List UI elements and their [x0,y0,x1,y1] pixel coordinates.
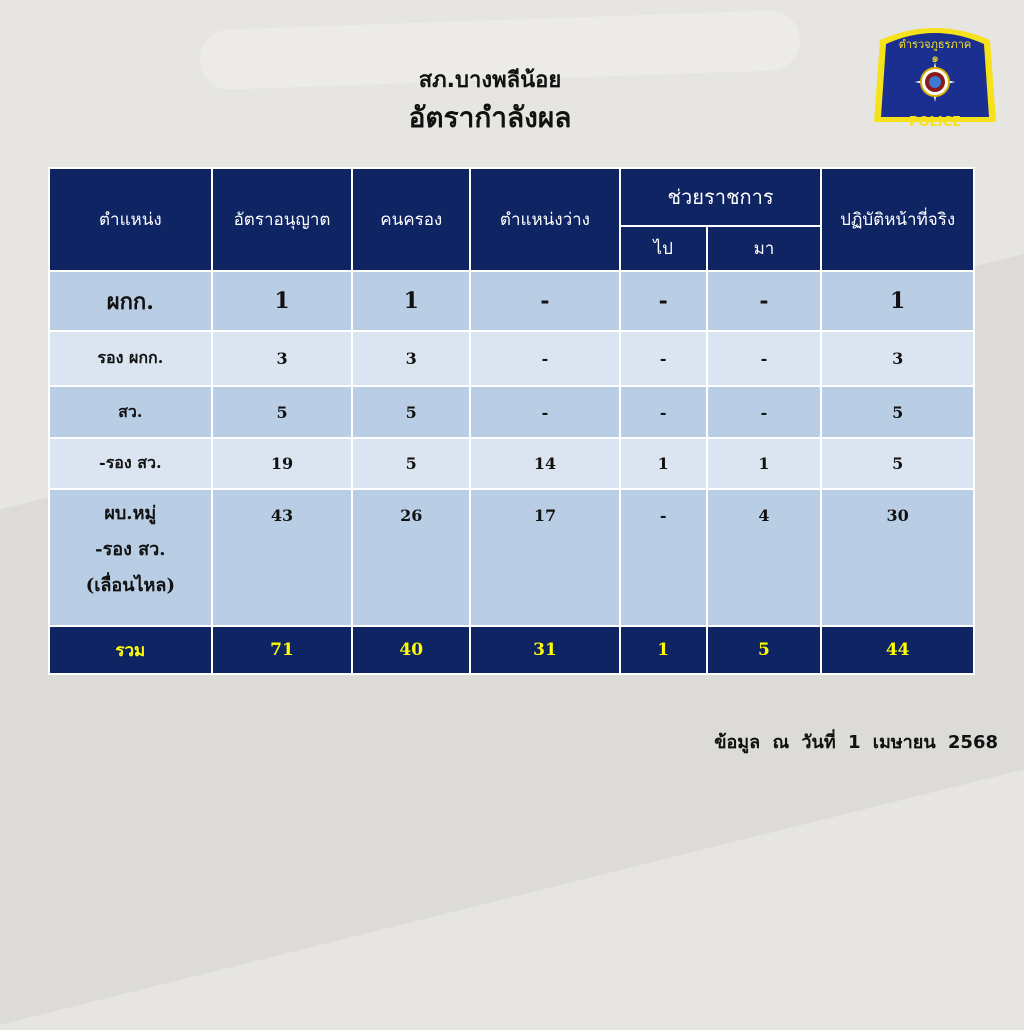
col-header-position: ตำแหน่ง [48,167,213,272]
cell: 1 [618,437,708,490]
cell: - [618,385,708,439]
cell: 40 [351,625,472,675]
total-row: รวม 71 40 31 1 5 44 [48,625,975,675]
cell: 1 [618,625,708,675]
cell: - [618,330,708,387]
cell: 3 [351,330,472,387]
col-header-assignment: ช่วยราชการ [618,167,823,227]
page-title: อัตรากำลังผล [408,101,572,134]
cell: 5 [705,625,823,675]
cell: - [469,385,621,439]
svg-text:๑: ๑ [931,51,939,65]
cell: 1 [351,270,472,332]
cell: 3 [210,330,354,387]
cell: 43 [210,488,354,627]
cell: - [469,270,621,332]
data-date-value: 1 เมษายน 2568 [848,732,998,753]
col-header-actual-duty: ปฏิบัติหน้าที่จริง [820,167,975,272]
cell: 1 [210,270,354,332]
cell: 1 [705,437,823,490]
cell: 19 [210,437,354,490]
data-date: ข้อมูล ณ วันที่ 1 เมษายน 2568 [714,727,998,756]
cell: ผบ.หมู่ -รอง สว. (เลื่อนไหล) [48,488,213,627]
col-header-in: มา [705,225,823,272]
cell: 5 [210,385,354,439]
svg-text:POLICE: POLICE [909,115,961,130]
col-header-out: ไป [618,225,708,272]
cell: 5 [351,385,472,439]
cell: 31 [469,625,621,675]
cell: สว. [48,385,213,439]
cell: 1 [820,270,975,332]
cell: 14 [469,437,621,490]
station-name: สภ.บางพลีน้อย [418,68,562,93]
cell: 5 [820,385,975,439]
col-header-vacant: ตำแหน่งว่าง [469,167,621,272]
police-badge-logo: ตำรวจภูธรภาค ๑ POLICE [874,28,996,130]
cell: - [705,385,823,439]
cell: รวม [48,625,213,675]
cell: 17 [469,488,621,627]
cell: ผกก. [48,270,213,332]
cell: 3 [820,330,975,387]
svg-text:ตำรวจภูธรภาค: ตำรวจภูธรภาค [899,38,972,51]
cell: รอง ผกก. [48,330,213,387]
col-header-occupied: คนครอง [351,167,472,272]
table-row: -รอง สว. 19 5 14 1 1 5 [48,437,975,490]
cell: 4 [705,488,823,627]
cell: 5 [820,437,975,490]
data-date-label: ข้อมูล ณ วันที่ [714,732,836,753]
table-row: รอง ผกก. 3 3- - -3 [48,330,975,387]
cell: 44 [820,625,975,675]
cell: - [469,330,621,387]
cell: 71 [210,625,354,675]
cell: - [705,270,823,332]
table-row: ผบ.หมู่ -รอง สว. (เลื่อนไหล) 43 26 17-4 30 [48,488,975,627]
table-row: สว. 5 5- - -5 [48,385,975,439]
cell: - [618,270,708,332]
col-header-authorized: อัตราอนุญาต [210,167,354,272]
cell: 5 [351,437,472,490]
cell: 26 [351,488,472,627]
manpower-table: ตำแหน่ง อัตราอนุญาต คนครอง ตำแหน่งว่าง ช… [48,167,975,675]
cell: - [705,330,823,387]
table-row: ผกก. 1 1- - -1 [48,270,975,332]
cell: 30 [820,488,975,627]
cell: -รอง สว. [48,437,213,490]
cell: - [618,488,708,627]
